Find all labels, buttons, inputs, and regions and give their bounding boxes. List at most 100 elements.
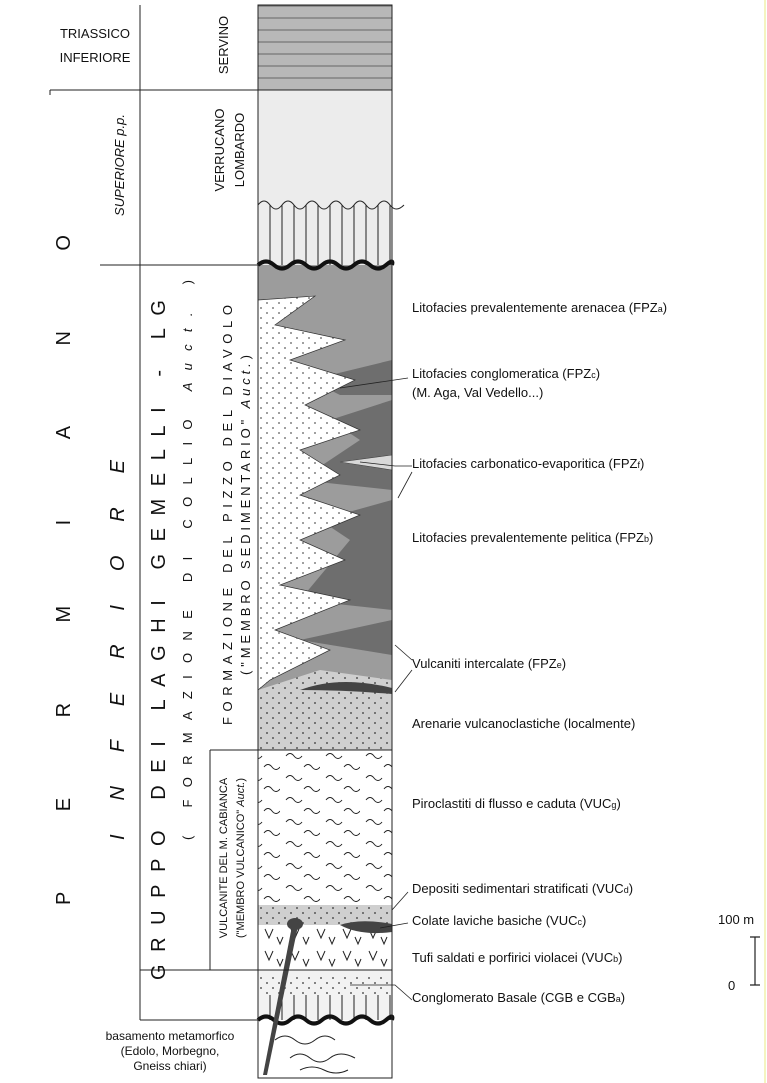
scale-bar (750, 936, 760, 986)
text-part: ) (629, 881, 633, 896)
triassic-label: INFERIORE (60, 50, 131, 65)
subscript: b (644, 534, 649, 544)
unit-label: SERVINO (216, 16, 231, 74)
triassic-label: TRIASSICO (60, 26, 130, 41)
litho-label: Tufi saldati e porfirici violacei (VUCb) (412, 950, 622, 965)
text-part: ) (596, 366, 600, 381)
litho-label: Litofacies conglomeratica (FPZc) (412, 366, 600, 381)
text-part: ) (582, 913, 586, 928)
text-part: ) (616, 796, 620, 811)
text-part: Auct. (180, 313, 195, 393)
text-part: Auct. (238, 363, 253, 409)
dyke (263, 926, 298, 1075)
text-part: ) (649, 530, 653, 545)
text-part: Litofacies prevalentemente pelitica (FPZ (412, 530, 644, 545)
litho-label: Litofacies carbonatico-evaporitica (FPZf… (412, 456, 644, 471)
text-part: Vulcaniti intercalate (FPZ (412, 656, 557, 671)
text-part: ) (663, 300, 667, 315)
subscript: a (658, 304, 663, 314)
litho-label: Piroclastiti di flusso e caduta (VUCg) (412, 796, 621, 811)
lithology (256, 4, 405, 1079)
unit-label: VERRUCANO (212, 108, 227, 191)
text-part: Depositi sedimentari stratificati (VUC (412, 881, 624, 896)
formation-sublabel: ("MEMBRO SEDIMENTARIO" Auct.) (238, 355, 253, 675)
text-part: ("MEMBRO VULCANICO" (235, 807, 247, 938)
basement-squiggles (274, 1035, 356, 1074)
litho-label: Depositi sedimentari stratificati (VUCd) (412, 881, 633, 896)
column-frame (257, 4, 393, 1079)
text-part: ("MEMBRO SEDIMENTARIO" (238, 412, 253, 675)
litho-label: Litofacies prevalentemente pelitica (FPZ… (412, 530, 653, 545)
subscript: c (591, 370, 596, 380)
text-part: ) (621, 990, 625, 1005)
conglomerate-dots (258, 296, 360, 690)
unit-label: LOMBARDO (232, 113, 247, 187)
group-sublabel: ( FORMAZIONE DI COLLIO Auct. ) (180, 280, 195, 840)
subscript: e (557, 660, 562, 670)
litho-label: Vulcaniti intercalate (FPZe) (412, 656, 566, 671)
text-part: ) (180, 280, 195, 300)
verrucano-top (257, 200, 405, 210)
leader (397, 471, 413, 499)
subscript: f (637, 460, 640, 470)
litho-label: Conglomerato Basale (CGB e CGBa) (412, 990, 625, 1005)
text-part: ) (238, 355, 253, 359)
unconformity (256, 259, 395, 271)
unit-frame (49, 5, 258, 1021)
text-part: Conglomerato Basale (CGB e CGB (412, 990, 616, 1005)
text-part: ) (640, 456, 644, 471)
litho-label: Colate laviche basiche (VUCc) (412, 913, 586, 928)
formation-label: FORMAZIONE DEL PIZZO DEL DIAVOLO (220, 305, 235, 725)
leader (339, 377, 409, 389)
text-part: Litofacies conglomeratica (FPZ (412, 366, 591, 381)
text-part: Auct. (235, 782, 247, 808)
text-part: ) (235, 778, 247, 782)
litho-label: Arenarie vulcanoclastiche (localmente) (412, 716, 635, 731)
litho-label: Litofacies prevalentemente arenacea (FPZ… (412, 300, 667, 315)
text-part: Litofacies prevalentemente arenacea (FPZ (412, 300, 658, 315)
text-part: ) (618, 950, 622, 965)
text-part: Colate laviche basiche (VUC (412, 913, 577, 928)
subscript: c (577, 917, 582, 927)
epoch-label: INFERIORE (107, 459, 129, 840)
subscript: b (613, 954, 618, 964)
leader (394, 669, 413, 693)
text-part: ) (562, 656, 566, 671)
text-part: ( FORMAZIONE DI COLLIO (180, 404, 195, 840)
scale-label: 100 m (718, 912, 754, 927)
basement-litho (258, 1020, 392, 1078)
period-label: PERMIANO (53, 235, 75, 905)
formation-sublabel: ("MEMBRO VULCANICO" Auct.) (235, 778, 247, 938)
text-part: Arenarie vulcanoclastiche (localmente) (412, 716, 635, 731)
lava-lens (340, 921, 392, 934)
pelitic-tongues (300, 360, 392, 655)
leader (359, 461, 412, 467)
basement-label: basamento metamorfico (106, 1029, 235, 1043)
verrucano-bricks (258, 205, 392, 265)
text-part: Litofacies carbonatico-evaporitica (FPZ (412, 456, 637, 471)
pyroclastic-litho (258, 750, 392, 905)
volcanic-lens (300, 681, 392, 694)
subscript: g (611, 800, 616, 810)
leader (379, 922, 409, 929)
litho-label: (M. Aga, Val Vedello...) (412, 385, 543, 400)
unconformity-base (256, 1014, 395, 1026)
leader (391, 891, 409, 911)
formation-label: VULCANITE DEL M. CABIANCA (218, 777, 230, 938)
scale-label: 0 (728, 978, 735, 993)
leader (394, 644, 413, 661)
subscript: a (616, 994, 621, 1004)
epoch-label: SUPERIORE p.p. (112, 114, 127, 216)
basement-label: Gneiss chiari) (133, 1059, 206, 1073)
text-part: Tufi saldati e porfirici violacei (VUC (412, 950, 613, 965)
group-label: GRUPPO DEI LAGHI GEMELLI - LG (148, 300, 170, 980)
leader (350, 984, 413, 1001)
subscript: d (624, 885, 629, 895)
dyke-head (287, 918, 303, 930)
basement-label: (Edolo, Morbegno, (121, 1044, 220, 1058)
text-part: Piroclastiti di flusso e caduta (VUC (412, 796, 611, 811)
conglomerate-basal-dots (258, 975, 392, 995)
leaders (339, 377, 413, 1001)
servino-hatch (258, 5, 392, 90)
